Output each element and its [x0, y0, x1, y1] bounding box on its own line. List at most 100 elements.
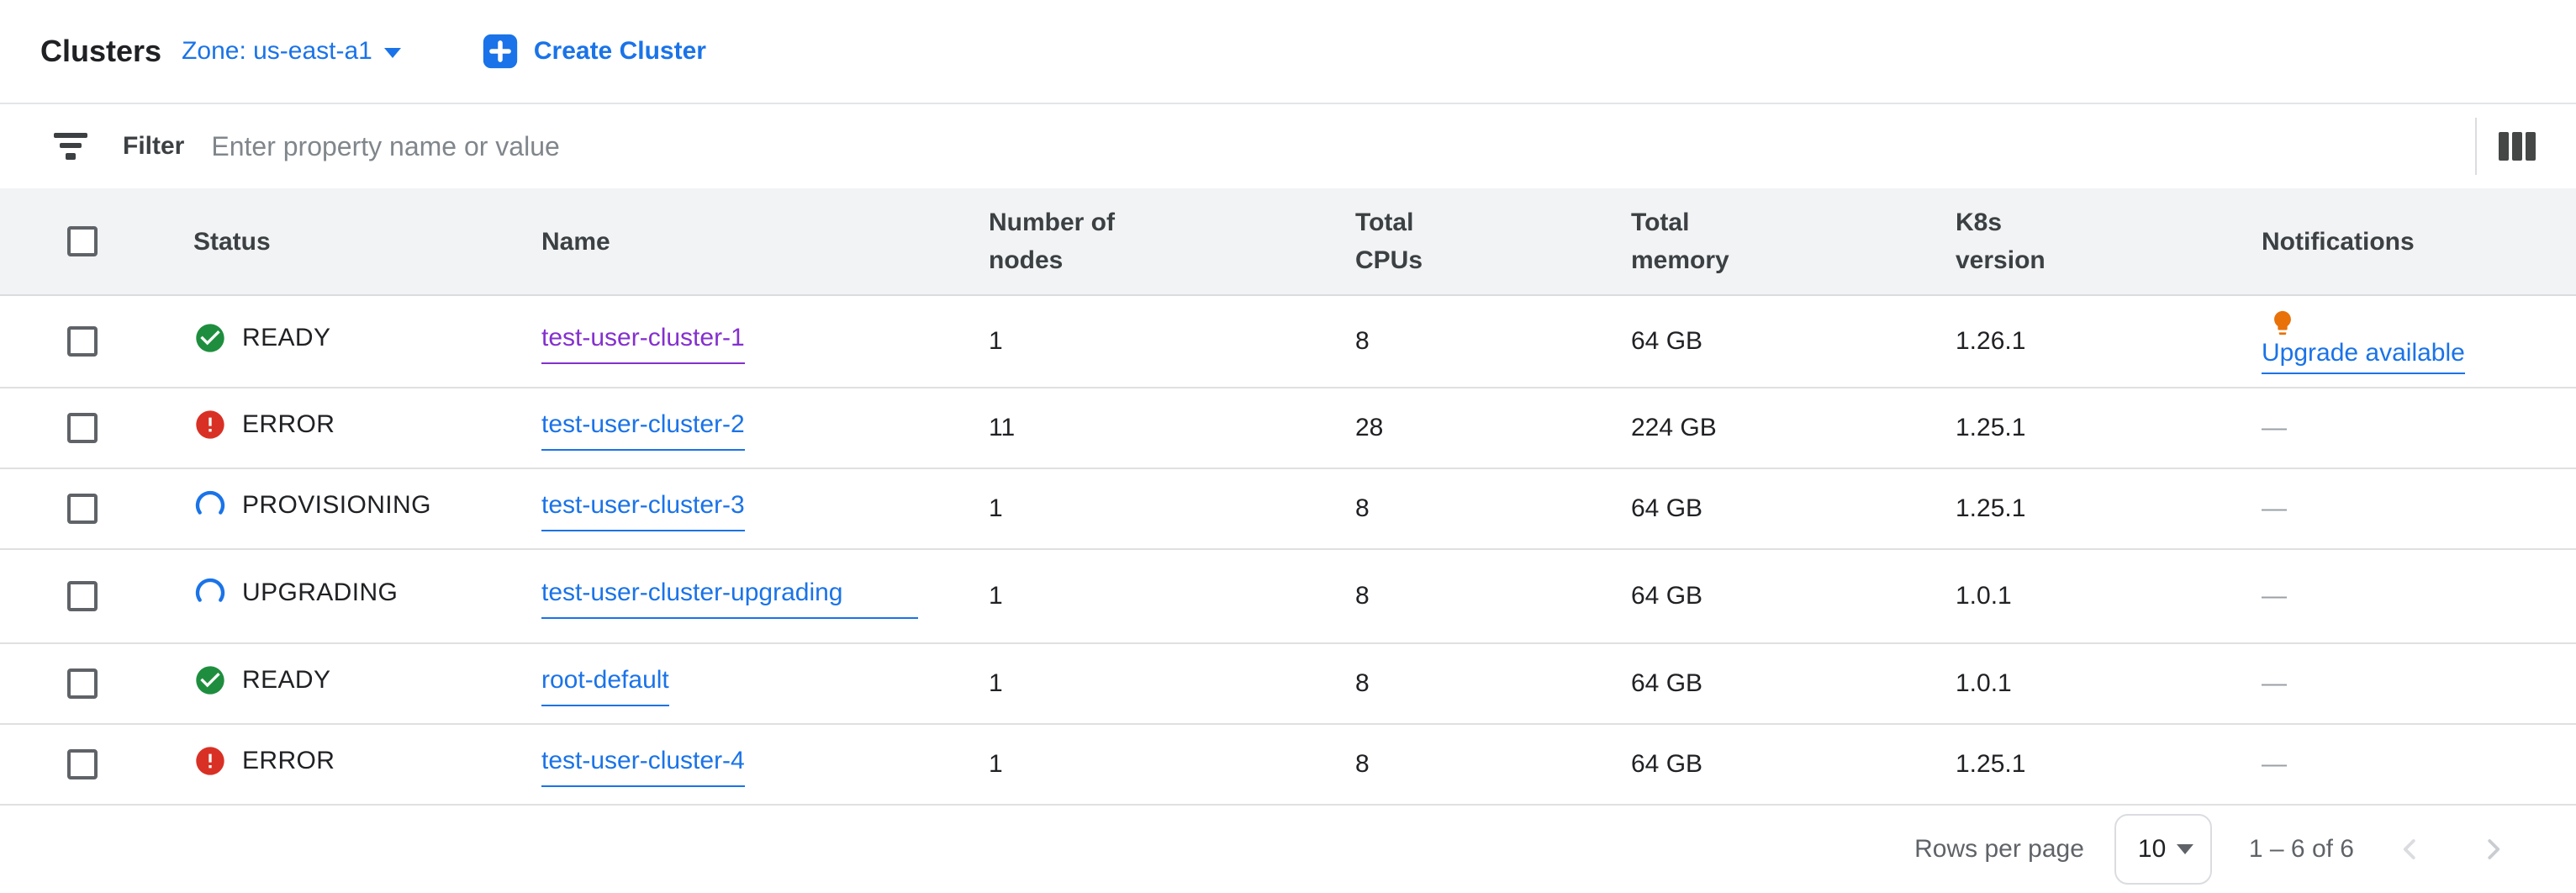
table-row: PROVISIONING test-user-cluster-3 1 8 64 … [0, 468, 2576, 549]
name-cell: test-user-cluster-3 [541, 468, 989, 549]
table-header-row: Status Name Number of nodes Total CPUs Total… [0, 188, 2576, 295]
empty-notification-dash: — [2262, 669, 2287, 697]
status-label: ERROR [242, 747, 335, 774]
name-cell: test-user-cluster-1 [541, 295, 989, 388]
row-checkbox[interactable] [67, 668, 98, 699]
cpus-value: 8 [1355, 327, 1370, 355]
k8s-version-cell: 1.0.1 [1956, 643, 2262, 724]
row-checkbox[interactable] [67, 749, 98, 779]
upgrade-available-link[interactable]: Upgrade available [2262, 339, 2465, 374]
memory-value: 224 GB [1631, 414, 1717, 441]
memory-value: 64 GB [1631, 494, 1703, 522]
column-header: Total CPUs [1355, 209, 1423, 274]
memory-value: 64 GB [1631, 582, 1703, 610]
rows-per-page-select[interactable]: 10 [2114, 814, 2212, 885]
filter-icon[interactable] [54, 133, 87, 160]
cpus-value: 8 [1355, 582, 1370, 610]
row-checkbox[interactable] [67, 494, 98, 524]
nodes-value: 1 [989, 750, 1003, 778]
nodes-value: 1 [989, 327, 1003, 355]
row-checkbox-cell [0, 724, 193, 805]
memory-value: 64 GB [1631, 327, 1703, 355]
notifications-cell: — [2262, 724, 2576, 805]
empty-notification-dash: — [2262, 750, 2287, 778]
column-header: Status [193, 227, 271, 256]
k8s-version-value: 1.25.1 [1956, 750, 2026, 778]
chevron-left-icon [2403, 839, 2415, 859]
ready-check-circle-icon [196, 666, 224, 695]
k8s-version-value: 1.26.1 [1956, 327, 2026, 355]
cluster-name-link[interactable]: test-user-cluster-3 [541, 486, 745, 532]
cpus-value: 8 [1355, 669, 1370, 697]
cluster-name-link[interactable]: test-user-cluster-upgrading [541, 573, 918, 620]
column-display-options-icon[interactable] [2499, 132, 2536, 161]
status-cell: ERROR [193, 388, 541, 468]
table-row: READY root-default 1 8 64 GB 1.0.1 — [0, 643, 2576, 724]
progress-spinner-icon [195, 578, 225, 602]
notifications-cell: — [2262, 549, 2576, 643]
nodes-cell: 11 [989, 388, 1355, 468]
empty-notification-dash: — [2262, 414, 2287, 441]
k8s-version-cell: 1.25.1 [1956, 468, 2262, 549]
upgrade-available-notification: Upgrade available [2262, 302, 2549, 381]
filter-label: Filter [123, 132, 185, 160]
filter-input[interactable] [211, 130, 2475, 162]
create-cluster-label: Create Cluster [533, 37, 706, 65]
cluster-name-link[interactable]: test-user-cluster-2 [541, 405, 745, 452]
select-all-checkbox[interactable] [67, 226, 98, 256]
cpus-cell: 8 [1355, 468, 1631, 549]
row-checkbox-cell [0, 295, 193, 388]
row-checkbox[interactable] [67, 413, 98, 443]
memory-cell: 64 GB [1631, 295, 1956, 388]
zone-selector[interactable]: Zone: us-east-a1 [182, 37, 401, 66]
zone-selector-label: Zone: us-east-a1 [182, 37, 372, 65]
cpus-cell: 28 [1355, 388, 1631, 468]
select-all-header-cell [0, 188, 193, 295]
row-checkbox-cell [0, 388, 193, 468]
row-checkbox[interactable] [67, 326, 98, 357]
memory-cell: 64 GB [1631, 549, 1956, 643]
column-header: Name [541, 227, 610, 256]
memory-cell: 64 GB [1631, 724, 1956, 805]
memory-value: 64 GB [1631, 669, 1703, 697]
next-page-button[interactable] [2480, 837, 2505, 862]
select-caret-down-icon [2176, 844, 2193, 854]
memory-value: 64 GB [1631, 750, 1703, 778]
nodes-cell: 1 [989, 724, 1355, 805]
row-checkbox[interactable] [67, 581, 98, 611]
filter-bar: Filter [0, 104, 2576, 188]
nodes-value: 1 [989, 494, 1003, 522]
status-label: READY [242, 666, 331, 694]
k8s-version-value: 1.25.1 [1956, 414, 2026, 441]
column-header: K8s version [1956, 209, 2045, 274]
previous-page-button[interactable] [2398, 837, 2423, 862]
notifications-cell: Upgrade available [2262, 295, 2576, 388]
nodes-value: 1 [989, 582, 1003, 610]
row-checkbox-cell [0, 549, 193, 643]
column-header: Number of nodes [989, 209, 1115, 274]
cluster-name-link[interactable]: test-user-cluster-1 [541, 319, 745, 365]
k8s-version-cell: 1.0.1 [1956, 549, 2262, 643]
name-cell: test-user-cluster-2 [541, 388, 989, 468]
name-cell: test-user-cluster-4 [541, 724, 989, 805]
k8s-version-value: 1.0.1 [1956, 582, 2012, 610]
notifications-cell: — [2262, 643, 2576, 724]
nodes-cell: 1 [989, 549, 1355, 643]
add-box-icon [483, 34, 518, 69]
ready-check-circle-icon [196, 324, 224, 352]
status-label: READY [242, 324, 331, 351]
empty-notification-dash: — [2262, 494, 2287, 522]
nodes-value: 1 [989, 669, 1003, 697]
cluster-name-link[interactable]: test-user-cluster-4 [541, 742, 745, 788]
error-icon [196, 747, 224, 775]
cpus-cell: 8 [1355, 724, 1631, 805]
column-header: Total memory [1631, 209, 1729, 274]
nodes-cell: 1 [989, 295, 1355, 388]
create-cluster-button[interactable]: Create Cluster [482, 33, 706, 70]
notifications-cell: — [2262, 388, 2576, 468]
cluster-name-link[interactable]: root-default [541, 661, 669, 707]
memory-cell: 224 GB [1631, 388, 1956, 468]
row-checkbox-cell [0, 468, 193, 549]
rows-per-page-value: 10 [2137, 835, 2167, 863]
page-title: Clusters [40, 34, 162, 68]
